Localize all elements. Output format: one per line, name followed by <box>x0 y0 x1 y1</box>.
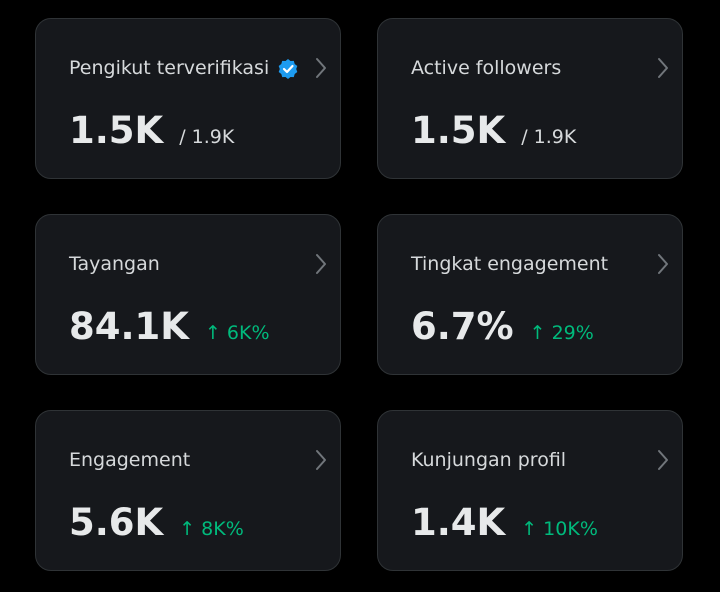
stat-value-row: 1.5K / 1.9K <box>69 109 234 155</box>
stat-value-row: 1.4K ↑ 10K% <box>411 501 598 547</box>
stat-value-row: 5.6K ↑ 8K% <box>69 501 244 547</box>
stat-label: Pengikut terverifikasi <box>69 56 270 79</box>
chevron <box>316 254 326 274</box>
stat-change: ↑ 8K% <box>179 518 244 540</box>
stat-card[interactable]: Pengikut terverifikasi 1.5K / 1.9K <box>35 18 341 179</box>
stat-change: ↑ 10K% <box>521 518 598 540</box>
stat-label: Tayangan <box>69 252 160 275</box>
stat-label: Active followers <box>411 56 562 79</box>
stat-label-row: Active followers <box>411 46 621 90</box>
stat-total: / 1.9K <box>521 126 577 148</box>
stat-value: 1.5K <box>411 109 506 152</box>
stat-value-row: 1.5K / 1.9K <box>411 109 576 155</box>
stat-label-row: Tingkat engagement <box>411 242 621 286</box>
chevron <box>658 58 668 78</box>
stat-label-row: Pengikut terverifikasi <box>69 46 279 90</box>
chevron <box>658 254 668 274</box>
stat-total: / 1.9K <box>179 126 235 148</box>
verified-badge <box>278 59 298 79</box>
stat-label-row: Engagement <box>69 438 279 482</box>
stat-value-row: 84.1K ↑ 6K% <box>69 305 270 351</box>
stat-value: 1.5K <box>69 109 164 152</box>
stat-label: Kunjungan profil <box>411 448 567 471</box>
stat-label: Tingkat engagement <box>411 252 609 275</box>
stat-change: ↑ 6K% <box>204 322 270 344</box>
stat-label-row: Tayangan <box>69 242 279 286</box>
stat-value: 5.6K <box>69 501 164 544</box>
stat-value-row: 6.7% ↑ 29% <box>411 305 594 351</box>
stat-card[interactable]: Engagement 5.6K ↑ 8K% <box>35 410 341 571</box>
stat-value: 84.1K <box>69 305 189 348</box>
stat-card[interactable]: Tayangan 84.1K ↑ 6K% <box>35 214 341 375</box>
stat-card[interactable]: Tingkat engagement 6.7% ↑ 29% <box>377 214 683 375</box>
stat-label: Engagement <box>69 448 191 471</box>
stat-card[interactable]: Active followers 1.5K / 1.9K <box>377 18 683 179</box>
stat-value: 6.7% <box>411 305 514 348</box>
stat-value: 1.4K <box>411 501 506 544</box>
chevron <box>316 450 326 470</box>
chevron <box>316 58 326 78</box>
stat-label-row: Kunjungan profil <box>411 438 621 482</box>
stat-card[interactable]: Kunjungan profil 1.4K ↑ 10K% <box>377 410 683 571</box>
stat-change: ↑ 29% <box>529 322 594 344</box>
chevron <box>658 450 668 470</box>
